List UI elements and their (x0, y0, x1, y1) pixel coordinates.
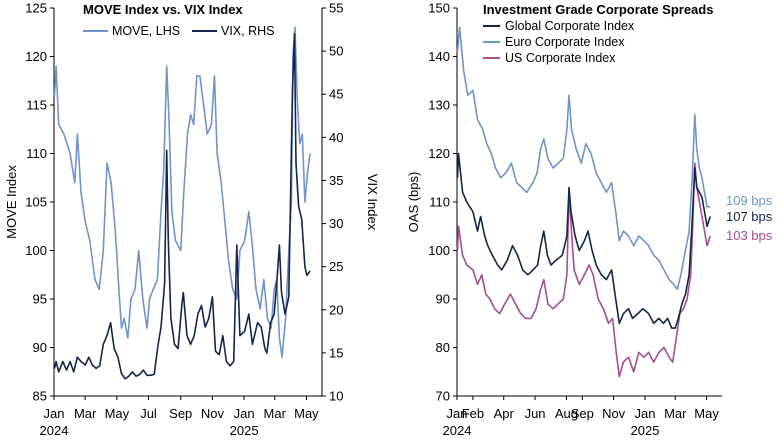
series-end-label: 107 bps (726, 209, 773, 224)
y-tick-label: 110 (26, 146, 47, 161)
right-y-tick-label: 40 (329, 130, 343, 145)
legend-label: US Corporate Index (505, 51, 616, 65)
legend-label: Global Corporate Index (505, 19, 635, 33)
y-tick-label: 115 (26, 98, 47, 113)
x-tick-year-label: 2024 (443, 423, 472, 438)
left-y-axis-title: MOVE Index (4, 165, 19, 239)
x-tick-year-label: 2024 (40, 423, 69, 438)
series-line-us (456, 162, 711, 378)
y-tick-label: 140 (428, 49, 450, 64)
y-tick-label: 70 (436, 389, 450, 404)
x-tick-label: May (105, 406, 130, 421)
right-y-tick-label: 55 (329, 1, 343, 16)
series-line-move (53, 26, 311, 358)
x-tick-label: Sep (571, 406, 594, 421)
x-tick-label: Sep (169, 406, 192, 421)
right-y-tick-label: 45 (329, 87, 343, 102)
chart-title-left: MOVE Index vs. VIX Index (83, 2, 243, 17)
x-tick-label: Nov (201, 406, 225, 421)
y-tick-label: 95 (33, 292, 47, 307)
y-tick-label: 130 (428, 98, 450, 113)
series-end-label: 103 bps (726, 228, 773, 243)
series-line-euro (456, 26, 711, 291)
x-tick-label: Jan (634, 406, 655, 421)
x-tick-label: Apr (494, 406, 515, 421)
series-line-global (456, 152, 711, 329)
x-tick-label: Mar (264, 406, 287, 421)
x-tick-label: Jun (525, 406, 546, 421)
x-tick-year-label: 2025 (230, 423, 259, 438)
right-y-tick-label: 30 (329, 216, 343, 231)
x-tick-label: Jul (140, 406, 157, 421)
y-tick-label: 125 (25, 1, 47, 16)
x-tick-year-label: 2025 (631, 423, 660, 438)
right-y-tick-label: 10 (329, 389, 343, 404)
right-chart-y-axis-title: OAS (bps) (406, 172, 421, 233)
y-tick-label: 80 (436, 340, 450, 355)
y-tick-label: 105 (25, 195, 47, 210)
right-y-tick-label: 15 (329, 345, 343, 360)
chart-title-right: Investment Grade Corporate Spreads (483, 2, 713, 17)
x-tick-label: Nov (602, 406, 626, 421)
legend-label: Euro Corporate Index (505, 35, 625, 49)
x-tick-label: Jan (234, 406, 255, 421)
x-tick-label: May (694, 406, 719, 421)
x-tick-label: May (294, 406, 319, 421)
right-y-axis-title: VIX Index (365, 174, 380, 231)
y-tick-label: 110 (429, 195, 450, 210)
y-tick-label: 100 (428, 243, 450, 258)
x-tick-label: Feb (462, 406, 484, 421)
right-y-tick-label: 20 (329, 302, 343, 317)
y-tick-label: 120 (428, 146, 450, 161)
y-tick-label: 150 (428, 1, 450, 16)
x-tick-label: Mar (74, 406, 97, 421)
y-tick-label: 90 (33, 340, 47, 355)
x-tick-label: Jan (447, 406, 468, 421)
legend-label-vix: VIX, RHS (221, 24, 275, 38)
right-y-tick-label: 50 (329, 44, 343, 59)
series-end-label: 109 bps (726, 193, 773, 208)
x-tick-label: Aug (555, 406, 578, 421)
series-line-vix (53, 33, 311, 380)
right-y-tick-label: 35 (329, 173, 343, 188)
x-tick-label: Jan (44, 406, 65, 421)
y-tick-label: 100 (25, 243, 47, 258)
y-tick-label: 90 (436, 292, 450, 307)
x-tick-label: Mar (664, 406, 687, 421)
right-y-tick-label: 25 (329, 259, 343, 274)
y-tick-label: 85 (33, 389, 47, 404)
y-tick-label: 120 (25, 49, 47, 64)
legend-label-move: MOVE, LHS (112, 24, 180, 38)
